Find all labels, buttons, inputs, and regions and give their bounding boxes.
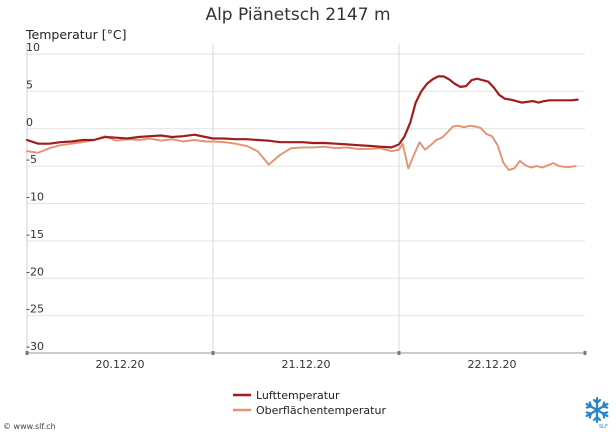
x-tick-mark [583,351,587,355]
y-tick-label: 10 [26,41,40,54]
y-tick-label: -15 [26,228,44,241]
y-tick-label: 0 [26,116,33,129]
y-tick-label: -30 [26,340,44,353]
series-line-lufttemperatur [25,75,579,149]
x-tick-label: 20.12.20 [96,358,145,371]
logo-text: SLF [599,424,608,430]
slf-logo-icon: SLF [585,396,609,430]
x-tick-mark [211,351,215,355]
x-tick-label: 22.12.20 [468,358,517,371]
x-tick-mark [25,351,29,355]
x-axis: 20.12.20 21.12.20 22.12.20 [25,351,587,371]
x-tick-mark [397,351,401,355]
legend: Lufttemperatur Oberflächentemperatur [233,389,386,417]
y-axis-label: Temperatur [°C] [25,27,126,42]
y-tick-label: -10 [26,191,44,204]
y-tick-label: -25 [26,303,44,316]
y-tick-label: 5 [26,78,33,91]
legend-label-lufttemperatur: Lufttemperatur [256,389,340,402]
chart-title: Alp Piänetsch 2147 m [205,5,390,25]
series-line-oberflaechentemperatur [26,124,577,171]
y-tick-label: -5 [26,153,37,166]
x-tick-label: 21.12.20 [282,358,331,371]
y-tick-label: -20 [26,265,44,278]
grid [26,44,585,354]
legend-label-oberflaechentemperatur: Oberflächentemperatur [256,404,386,417]
copyright-text: © www.slf.ch [3,422,56,431]
series-lines [25,75,579,171]
y-tick-labels: 10 5 0 -5 -10 -15 -20 -25 -30 [26,41,44,353]
